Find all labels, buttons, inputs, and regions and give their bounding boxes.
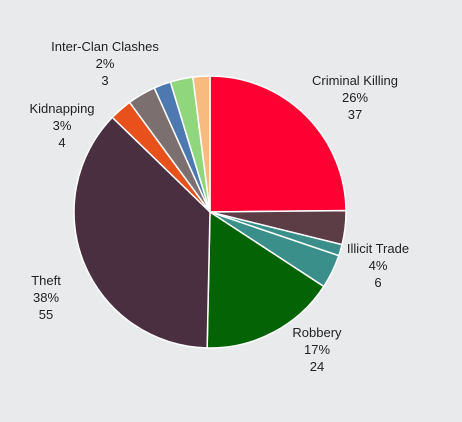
label-robbery-name: Robbery	[292, 325, 342, 340]
label-inter-clan-clashes-percent: 2%	[95, 56, 115, 71]
label-illicit-trade-name: Illicit Trade	[346, 241, 410, 256]
label-criminal-killing-percent: 26%	[341, 90, 369, 105]
pie-slice-criminal-killing	[209, 75, 347, 213]
label-theft-percent: 38%	[32, 290, 60, 305]
label-illicit-trade: Illicit Trade 4% 6	[338, 240, 418, 291]
label-illicit-trade-value: 6	[374, 275, 382, 290]
label-kidnapping: Kidnapping 3% 4	[22, 100, 102, 151]
label-robbery: Robbery 17% 24	[282, 324, 352, 375]
label-robbery-percent: 17%	[303, 342, 331, 357]
label-inter-clan-clashes: Inter-Clan Clashes 2% 3	[45, 38, 165, 89]
label-criminal-killing-name: Criminal Killing	[312, 73, 398, 88]
label-kidnapping-value: 4	[58, 135, 66, 150]
label-kidnapping-percent: 3%	[52, 118, 72, 133]
label-robbery-value: 24	[309, 359, 325, 374]
label-theft-value: 55	[38, 307, 54, 322]
label-inter-clan-clashes-name: Inter-Clan Clashes	[51, 39, 159, 54]
label-inter-clan-clashes-value: 3	[101, 73, 109, 88]
pie-slices	[73, 75, 347, 349]
label-theft: Theft 38% 55	[18, 272, 74, 323]
label-kidnapping-name: Kidnapping	[29, 101, 95, 116]
label-theft-name: Theft	[31, 273, 61, 288]
pie-slice-theft	[73, 116, 211, 349]
pie-slice-robbery	[206, 210, 325, 349]
label-criminal-killing: Criminal Killing 26% 37	[300, 72, 410, 123]
pie-slice-inter-clan-clashes	[192, 75, 211, 213]
label-criminal-killing-value: 37	[347, 107, 363, 122]
label-illicit-trade-percent: 4%	[368, 258, 388, 273]
